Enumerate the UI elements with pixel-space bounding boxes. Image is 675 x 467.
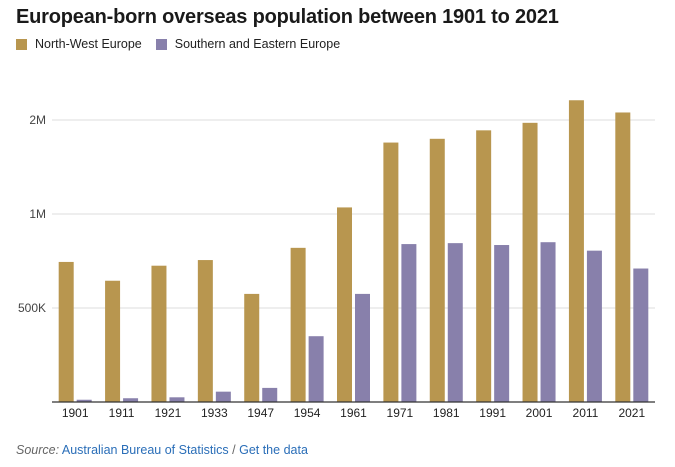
- x-tick-label: 2011: [573, 406, 599, 420]
- bar-north-west-europe: [244, 293, 260, 402]
- source-separator: /: [232, 443, 236, 457]
- x-tick-label: 1947: [247, 406, 274, 420]
- legend-label-north-west-europe: North-West Europe: [35, 37, 142, 51]
- bar-north-west-europe: [290, 247, 306, 402]
- bar-southern-eastern-europe: [308, 336, 324, 402]
- get-the-data-link[interactable]: Get the data: [239, 443, 308, 457]
- bar-north-west-europe: [429, 138, 445, 403]
- x-tick-label: 1971: [387, 406, 414, 420]
- legend-item-north-west-europe: North-West Europe: [16, 37, 142, 51]
- x-tick-label: 1954: [294, 406, 321, 420]
- bar-southern-eastern-europe: [123, 398, 139, 402]
- bar-north-west-europe: [383, 142, 399, 402]
- bar-southern-eastern-europe: [447, 243, 463, 402]
- source-label: Source:: [16, 443, 60, 457]
- source-line: Source: Australian Bureau of Statistics …: [16, 443, 308, 457]
- bar-north-west-europe: [197, 260, 213, 402]
- bar-southern-eastern-europe: [401, 244, 417, 402]
- bar-southern-eastern-europe: [262, 387, 278, 402]
- x-tick-label: 1901: [62, 406, 89, 420]
- x-tick-label: 1911: [109, 406, 135, 420]
- legend-swatch-southern-eastern-europe: [155, 38, 167, 50]
- bar-north-west-europe: [151, 265, 167, 402]
- x-tick-label: 1921: [155, 406, 182, 420]
- x-tick-label: 1961: [340, 406, 367, 420]
- legend-label-southern-eastern-europe: Southern and Eastern Europe: [174, 37, 341, 51]
- bar-southern-eastern-europe: [215, 391, 231, 402]
- x-tick-label: 1933: [201, 406, 228, 420]
- bar-north-west-europe: [522, 122, 538, 402]
- legend-swatch-north-west-europe: [16, 38, 27, 50]
- x-tick-label: 1991: [479, 406, 506, 420]
- x-tick-label: 2021: [618, 406, 645, 420]
- chart-title: European-born overseas population betwee…: [16, 6, 559, 28]
- bar-southern-eastern-europe: [586, 250, 602, 402]
- bar-north-west-europe: [105, 280, 121, 402]
- bar-southern-eastern-europe: [76, 399, 92, 402]
- bar-southern-eastern-europe: [540, 242, 556, 402]
- x-tick-label: 2001: [526, 406, 553, 420]
- bar-north-west-europe: [568, 100, 584, 402]
- bar-north-west-europe: [615, 112, 631, 402]
- source-organisation-link[interactable]: Australian Bureau of Statistics: [61, 443, 229, 457]
- legend: North-West Europe Southern and Eastern E…: [16, 37, 340, 51]
- bar-southern-eastern-europe: [633, 268, 649, 402]
- bar-north-west-europe: [337, 207, 352, 402]
- y-tick-label: 500K: [18, 301, 46, 315]
- x-tick-label: 1981: [433, 406, 460, 420]
- legend-item-southern-eastern-europe: Southern and Eastern Europe: [155, 37, 341, 51]
- y-tick-label: 2M: [29, 113, 46, 127]
- bar-north-west-europe: [58, 261, 74, 402]
- bar-north-west-europe: [476, 130, 492, 402]
- y-tick-label: 1M: [29, 207, 46, 221]
- bar-southern-eastern-europe: [169, 397, 185, 402]
- bar-southern-eastern-europe: [494, 245, 510, 402]
- bar-southern-eastern-europe: [355, 293, 370, 402]
